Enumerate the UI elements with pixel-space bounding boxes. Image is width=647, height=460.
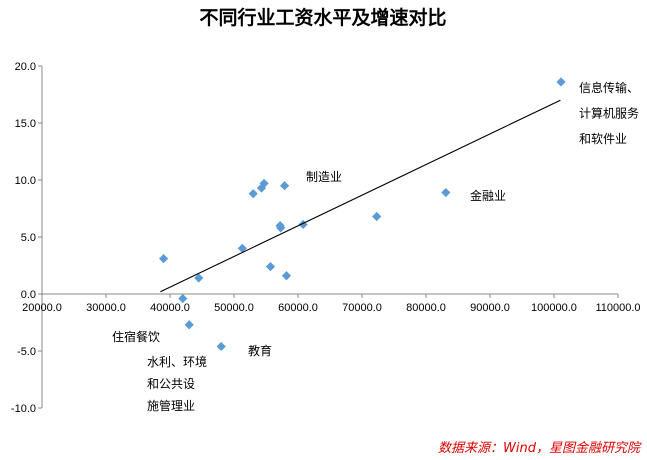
annotation-hospitality: 住宿餐饮 bbox=[112, 329, 160, 344]
trendline-group bbox=[160, 99, 561, 293]
data-point bbox=[184, 320, 194, 330]
y-tick-label: 15.0 bbox=[15, 118, 36, 130]
x-tick-label: 80000.0 bbox=[406, 302, 446, 314]
annotation-manufacturing: 制造业 bbox=[306, 170, 342, 184]
data-point bbox=[372, 211, 382, 222]
annotation-education-line: 教育 bbox=[248, 343, 272, 358]
y-tick-label: -5.0 bbox=[17, 346, 36, 358]
data-point bbox=[265, 262, 276, 272]
x-tick-label: 100000.0 bbox=[531, 302, 577, 314]
x-tick-label: 70000.0 bbox=[342, 302, 382, 314]
data-point bbox=[194, 273, 204, 283]
x-tick-label: 40000.0 bbox=[150, 302, 190, 314]
axes: 20.0 15.0 10.0 5.0 0.0 -5.0 -10.0 20000.0 30000.… bbox=[11, 61, 641, 415]
data-point bbox=[248, 189, 258, 199]
annotation-finance-line: 金融业 bbox=[470, 188, 506, 203]
annotation-water-environment-line: 施管理业 bbox=[147, 398, 195, 413]
x-tick-label: 30000.0 bbox=[86, 302, 126, 314]
y-tick-label: 0.0 bbox=[21, 289, 36, 301]
data-point bbox=[441, 187, 451, 198]
data-point bbox=[178, 293, 188, 304]
chart-title: 不同行业工资水平及增速对比 bbox=[199, 6, 446, 29]
data-point bbox=[237, 243, 247, 253]
annotation-water-environment: 水利、环境和公共设施管理业 bbox=[147, 354, 207, 413]
y-tick-label: -10.0 bbox=[11, 403, 36, 415]
annotation-manufacturing-line: 制造业 bbox=[306, 170, 342, 184]
data-point bbox=[256, 183, 267, 193]
data-point bbox=[159, 254, 169, 264]
annotation-it-line: 和软件业 bbox=[579, 132, 627, 146]
data-point bbox=[281, 271, 292, 281]
source-note: 数据来源：Wind，星图金融研究院 bbox=[438, 440, 642, 456]
annotation-education: 教育 bbox=[248, 343, 272, 358]
trendline bbox=[160, 99, 561, 293]
data-point bbox=[556, 77, 566, 87]
x-tick-label: 110000.0 bbox=[595, 302, 640, 314]
x-tick-label: 50000.0 bbox=[214, 302, 254, 314]
y-tick-label: 5.0 bbox=[21, 232, 36, 244]
y-tick-label: 10.0 bbox=[15, 175, 36, 187]
data-points bbox=[159, 77, 566, 352]
x-tick-label: 60000.0 bbox=[278, 302, 318, 314]
y-tick-label: 20.0 bbox=[15, 61, 36, 73]
data-point bbox=[279, 181, 290, 191]
annotation-it-line: 信息传输、 bbox=[579, 80, 639, 95]
annotation-water-environment-line: 水利、环境 bbox=[147, 354, 207, 369]
annotation-hospitality-line: 住宿餐饮 bbox=[112, 329, 160, 344]
annotation-it: 信息传输、计算机服务和软件业 bbox=[579, 80, 639, 146]
data-point bbox=[259, 178, 269, 189]
data-point bbox=[276, 223, 286, 233]
annotation-finance: 金融业 bbox=[470, 188, 506, 203]
data-point bbox=[216, 341, 226, 352]
annotation-it-line: 计算机服务 bbox=[579, 106, 639, 121]
x-tick-label: 20000.0 bbox=[22, 302, 62, 314]
x-tick-label: 90000.0 bbox=[470, 302, 510, 314]
annotation-water-environment-line: 和公共设 bbox=[147, 377, 195, 391]
